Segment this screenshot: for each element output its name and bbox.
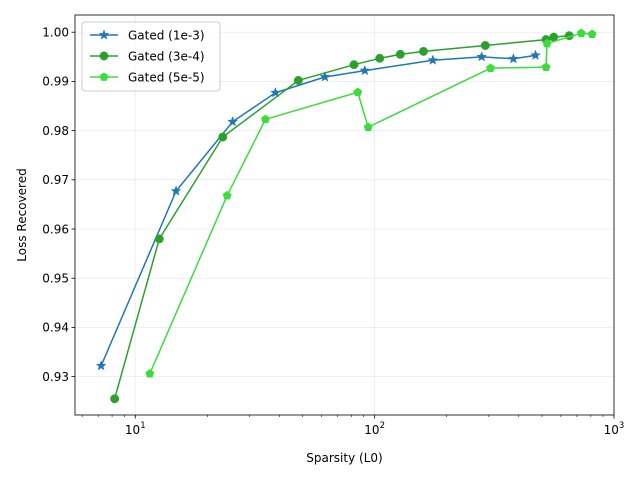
series-3	[145, 28, 597, 378]
legend-label: Gated (1e-3)	[128, 28, 205, 42]
legend-marker	[99, 51, 109, 61]
data-point	[375, 53, 385, 63]
y-tick-label: 0.99	[42, 75, 69, 89]
legend: Gated (1e-3) Gated (3e-4) Gated (5e-5)	[81, 21, 221, 92]
data-point	[154, 234, 164, 244]
data-point	[427, 54, 439, 65]
data-point	[530, 49, 541, 60]
y-tick-label: 0.94	[42, 321, 69, 335]
series-1	[95, 49, 541, 371]
plot-frame	[74, 14, 615, 416]
series-layer	[95, 28, 597, 404]
data-point	[269, 87, 281, 98]
data-point	[359, 64, 371, 76]
data-point	[293, 75, 303, 85]
legend-marker	[99, 72, 109, 81]
data-point	[222, 190, 232, 200]
data-point	[541, 62, 551, 71]
x-tick-label: 102	[364, 421, 385, 437]
data-point	[110, 394, 120, 404]
data-point	[170, 185, 182, 196]
legend-item: Gated (1e-3)	[90, 28, 205, 42]
x-tick-label: 101	[125, 421, 146, 437]
y-tick-label: 0.96	[42, 222, 69, 236]
y-axis-label: Loss Recovered	[15, 168, 29, 261]
legend-item: Gated (5e-5)	[90, 70, 205, 84]
data-point	[95, 360, 107, 371]
series-line	[149, 32, 593, 374]
data-point	[319, 71, 331, 82]
data-point	[363, 122, 373, 131]
legend-label: Gated (3e-4)	[128, 49, 205, 63]
series-line	[100, 54, 536, 367]
data-point	[227, 116, 239, 127]
data-point	[353, 87, 363, 97]
data-point	[480, 41, 490, 50]
y-tick-label: 0.93	[42, 370, 69, 384]
legend-item: Gated (3e-4)	[90, 49, 205, 63]
data-point	[576, 28, 586, 38]
y-tick-label: 1.00	[42, 26, 69, 40]
legend-box	[81, 21, 221, 92]
y-tick-label: 0.98	[42, 124, 69, 138]
data-point	[476, 51, 488, 62]
data-point	[261, 114, 270, 124]
legend-label: Gated (5e-5)	[128, 70, 205, 84]
data-point	[395, 49, 405, 59]
data-point	[542, 38, 552, 48]
data-point	[486, 63, 496, 72]
x-tick-label: 103	[604, 421, 625, 437]
y-tick-label: 0.95	[42, 272, 69, 286]
data-point	[419, 46, 428, 56]
x-axis-label: Sparsity (L0)	[306, 451, 382, 465]
data-point	[587, 29, 597, 38]
data-point	[349, 60, 359, 70]
axis-ticks: 0.93 0.94 0.95 0.96 0.97 0.98 0.99 1.00 101 102 10…	[42, 26, 624, 437]
y-tick-label: 0.97	[42, 173, 69, 187]
data-point	[218, 132, 228, 142]
legend-marker	[98, 29, 110, 40]
data-point	[145, 368, 155, 378]
data-point	[507, 53, 519, 64]
